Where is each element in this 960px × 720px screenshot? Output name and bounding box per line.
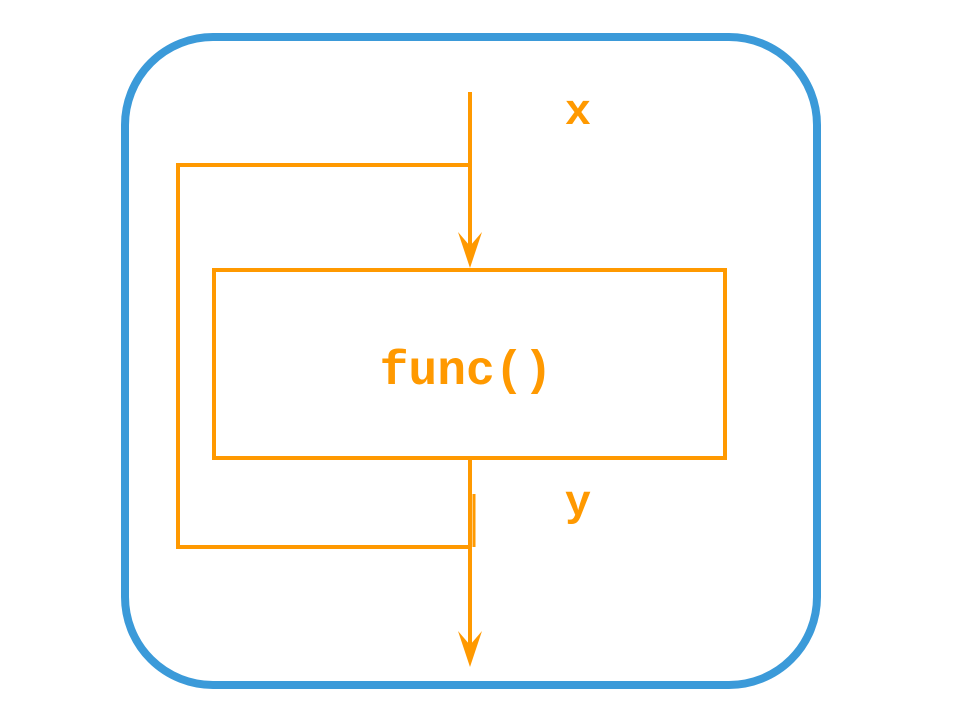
skip-connection [176,163,470,549]
function-label: func() [380,345,553,399]
input-label: x [565,88,591,138]
outer-frame [121,33,821,689]
input-arrowhead [458,232,482,268]
output-label: y [565,479,591,529]
output-arrowhead [458,631,482,667]
